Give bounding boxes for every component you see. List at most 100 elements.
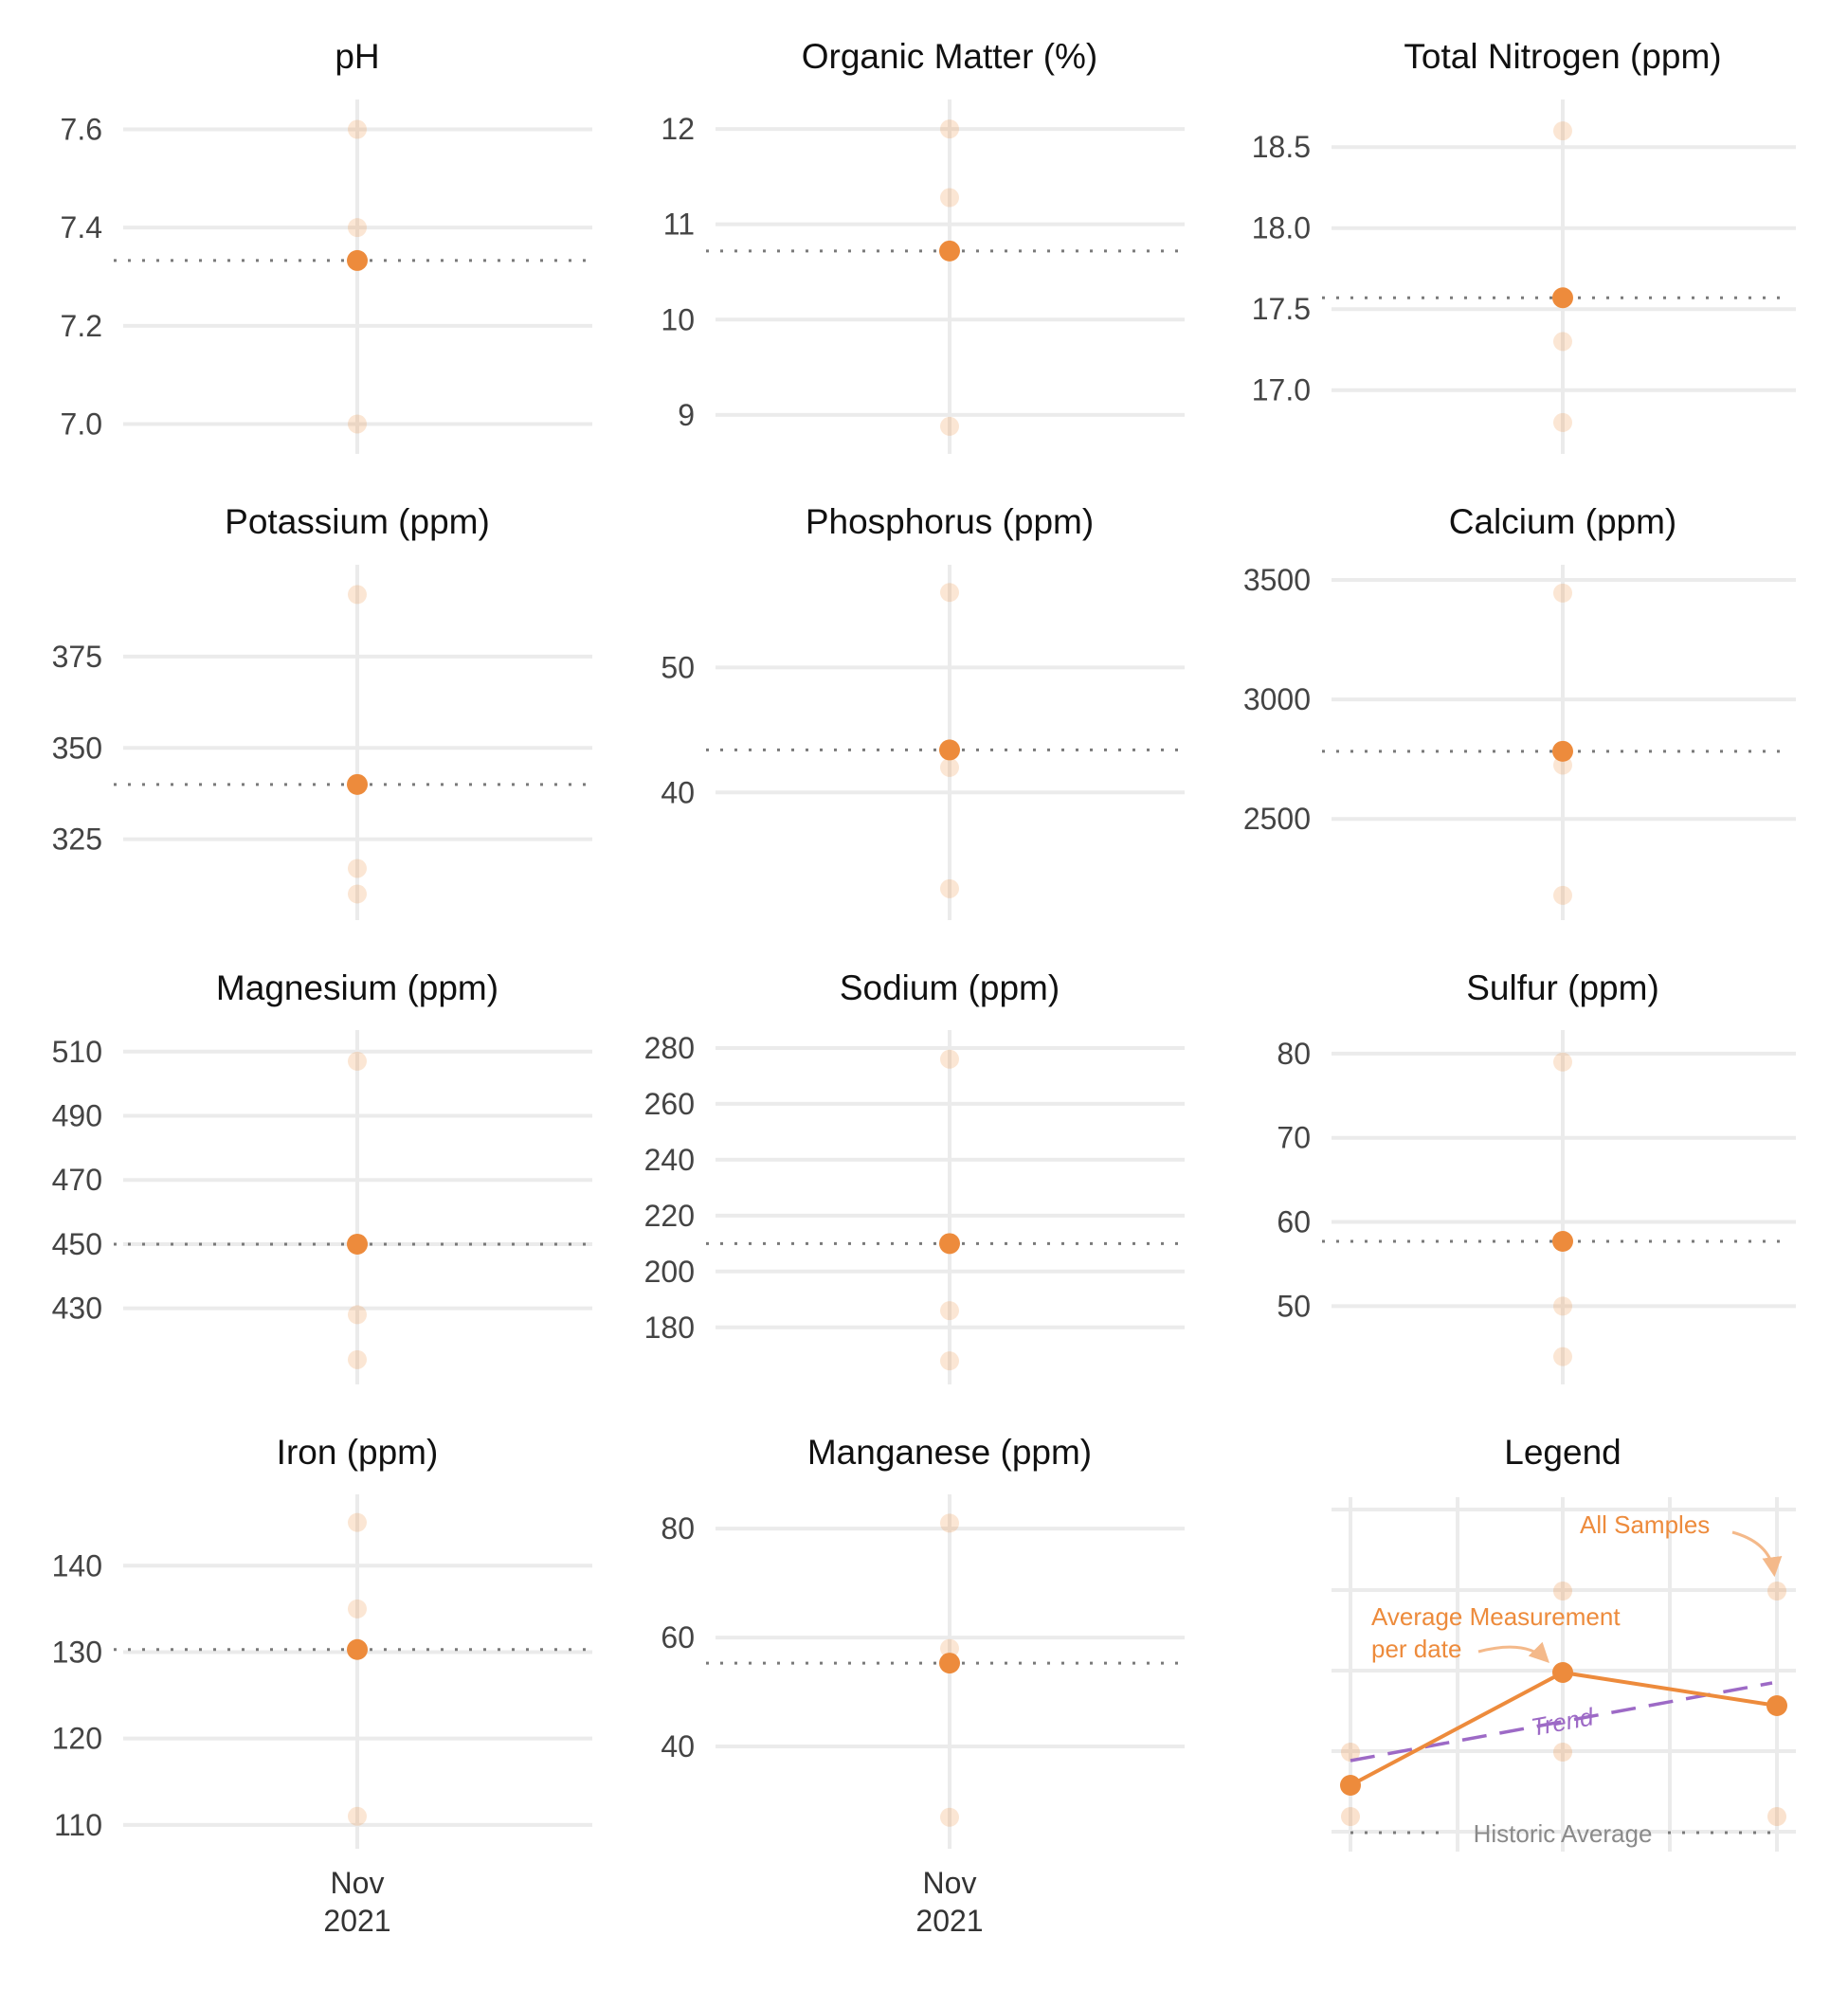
y-tick-label: 140 [52, 1548, 102, 1582]
sample-point [1553, 1347, 1572, 1366]
sample-point [1553, 332, 1572, 352]
legend-average-arrow [1477, 1641, 1549, 1663]
average-point [1552, 1230, 1573, 1252]
panel-title: Iron (ppm) [277, 1433, 439, 1472]
panel-5: Phosphorus (ppm) 40 50 [661, 502, 1185, 920]
panel-10: Iron (ppm) 110 120 130 140 Nov 2021 [52, 1433, 592, 1938]
y-tick-label: 110 [54, 1808, 102, 1842]
sample-point [1553, 412, 1572, 432]
sample-point [1553, 583, 1572, 603]
panels-layer: pH 7.0 7.2 7.4 7.6 Organic Matter (%) 9 10 11 12 T… [52, 37, 1796, 1938]
average-point [939, 240, 960, 262]
sample-point [1553, 885, 1572, 905]
average-point [347, 1638, 368, 1660]
y-tick-label: 12 [661, 112, 695, 146]
y-tick-label: 18.5 [1252, 130, 1311, 164]
y-tick-label: 470 [52, 1163, 102, 1197]
sample-point [348, 585, 367, 605]
sample-point [940, 416, 959, 436]
y-tick-label: 50 [661, 650, 695, 684]
legend-trend-label: Trend [1529, 1702, 1597, 1742]
y-tick-label: 70 [1277, 1121, 1311, 1155]
panel-8: Sodium (ppm) 180 200 220 240 260 280 [644, 968, 1185, 1384]
y-tick-label: 7.6 [61, 113, 102, 147]
average-point [939, 1233, 960, 1255]
y-tick-label: 18.0 [1252, 211, 1311, 245]
legend-all-samples-label: All Samples [1580, 1510, 1710, 1539]
panel-7: Magnesium (ppm) 430 450 470 490 510 [52, 968, 592, 1384]
y-tick-label: 11 [663, 208, 695, 242]
y-tick-label: 200 [644, 1255, 695, 1289]
y-tick-label: 80 [661, 1511, 695, 1546]
y-tick-label: 430 [52, 1292, 102, 1326]
x-tick-label: 2021 [915, 1904, 983, 1938]
sample-point [348, 119, 367, 139]
panel-1: pH 7.0 7.2 7.4 7.6 [61, 37, 592, 454]
panel-9: Sulfur (ppm) 50 60 70 80 [1277, 968, 1796, 1384]
y-tick-label: 130 [52, 1635, 102, 1669]
legend-sample-point [1553, 1582, 1572, 1600]
panel-title: Sodium (ppm) [840, 968, 1060, 1007]
sample-point [940, 1049, 959, 1069]
legend-sample-point [1767, 1582, 1786, 1600]
panel-title: Manganese (ppm) [807, 1433, 1092, 1472]
panel-title: Magnesium (ppm) [216, 968, 498, 1007]
sample-point [1553, 1052, 1572, 1072]
x-tick-label: 2021 [323, 1904, 390, 1938]
y-tick-label: 490 [52, 1098, 102, 1132]
legend-average-label-line1: Average Measurement [1371, 1602, 1621, 1631]
sample-point [940, 1351, 959, 1371]
sample-point [348, 859, 367, 878]
x-tick-label: Nov [331, 1866, 385, 1900]
average-point [1552, 740, 1573, 762]
panel-4: Potassium (ppm) 325 350 375 [52, 502, 592, 920]
legend-historic-label: Historic Average [1474, 1819, 1653, 1848]
y-tick-label: 280 [644, 1031, 695, 1065]
y-tick-label: 80 [1277, 1037, 1311, 1071]
average-point [347, 773, 368, 795]
average-point [939, 1653, 960, 1674]
sample-point [348, 1305, 367, 1325]
sample-point [940, 878, 959, 898]
sample-point [348, 1599, 367, 1618]
y-tick-label: 180 [644, 1311, 695, 1345]
sample-point [348, 1512, 367, 1532]
panel-6: Calcium (ppm) 2500 3000 3500 [1243, 502, 1796, 920]
sample-point [940, 757, 959, 777]
sample-point [940, 1513, 959, 1533]
y-tick-label: 3500 [1243, 563, 1311, 597]
panel-title: Potassium (ppm) [225, 502, 490, 541]
sample-point [940, 1301, 959, 1321]
y-tick-label: 260 [644, 1087, 695, 1121]
sample-point [1553, 1296, 1572, 1316]
sample-point [348, 1349, 367, 1369]
y-tick-label: 10 [661, 302, 695, 336]
sample-point [348, 1051, 367, 1071]
y-tick-label: 2500 [1243, 802, 1311, 836]
sample-point [940, 1807, 959, 1827]
sample-point [940, 188, 959, 208]
legend-all-samples-arrow [1731, 1530, 1783, 1578]
sample-point [348, 414, 367, 434]
y-tick-label: 350 [52, 731, 102, 765]
sample-point [348, 1806, 367, 1826]
y-tick-label: 17.0 [1252, 373, 1311, 407]
panel-2: Organic Matter (%) 9 10 11 12 [661, 37, 1185, 454]
y-tick-label: 220 [644, 1199, 695, 1233]
legend-average-point [1340, 1775, 1361, 1796]
y-tick-label: 60 [1277, 1205, 1311, 1239]
legend-sample-point [1553, 1743, 1572, 1762]
panel-title: Sulfur (ppm) [1466, 968, 1659, 1007]
y-tick-label: 17.5 [1252, 292, 1311, 326]
panel-title: Calcium (ppm) [1449, 502, 1677, 541]
panel-title: pH [335, 37, 379, 76]
y-tick-label: 50 [1277, 1289, 1311, 1323]
y-tick-label: 7.2 [61, 309, 102, 343]
y-tick-label: 40 [661, 775, 695, 809]
y-tick-label: 510 [52, 1035, 102, 1069]
y-tick-label: 9 [678, 398, 695, 432]
y-tick-label: 60 [661, 1620, 695, 1654]
average-point [939, 739, 960, 761]
legend-average-point [1552, 1662, 1573, 1683]
legend-average-point [1766, 1695, 1787, 1716]
